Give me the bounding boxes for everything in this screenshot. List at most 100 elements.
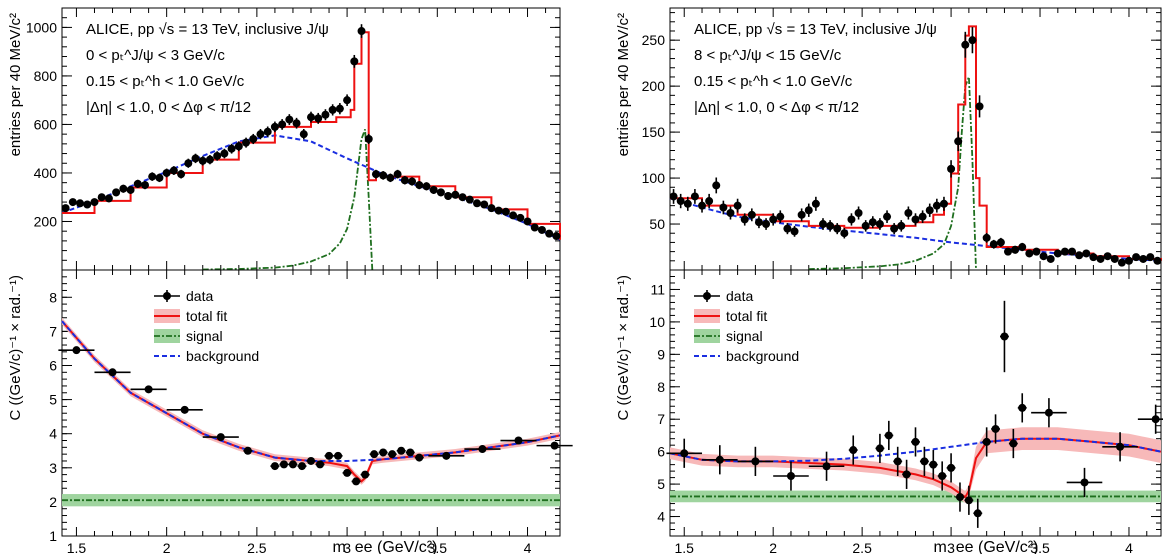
data-point-marker [918, 212, 927, 221]
data-point-marker [361, 470, 370, 479]
data-point [705, 193, 714, 209]
data-point [112, 188, 121, 197]
data-point [364, 133, 373, 145]
data-point-marker [263, 127, 272, 136]
data-point [737, 446, 774, 476]
y-axis-title: C ((GeV/c)⁻¹ × rad.⁻¹) [615, 275, 632, 420]
data-point-marker [712, 181, 721, 190]
data-point [989, 239, 998, 249]
data-point [1089, 253, 1098, 262]
data-point [1124, 256, 1133, 265]
data-point-marker [133, 179, 142, 188]
legend-label: signal [186, 328, 223, 344]
legend-entry: total fit [694, 308, 767, 324]
signal-curve [808, 76, 977, 271]
data-point [444, 192, 453, 201]
data-point [191, 153, 200, 164]
data-point [902, 459, 912, 489]
data-point [523, 217, 532, 226]
data-point [1046, 254, 1055, 263]
data-point [350, 54, 359, 68]
data-point [396, 446, 406, 455]
data-point-marker [415, 453, 424, 462]
data-point [666, 438, 703, 468]
legend-entry: signal [154, 328, 223, 344]
y-tick-label: 4 [49, 426, 57, 442]
data-point-marker [955, 493, 964, 502]
data-point-marker [818, 220, 827, 229]
y-axis-title: entries per 40 MeV/c² [615, 13, 632, 156]
annotation-line: ALICE, pp √s = 13 TeV, inclusive J/ψ [694, 21, 937, 38]
data-point [415, 181, 424, 190]
y-tick-label: 8 [657, 379, 665, 395]
annotation-line: ALICE, pp √s = 13 TeV, inclusive J/ψ [86, 21, 329, 38]
data-point [379, 171, 388, 180]
y-tick-label: 11 [650, 281, 665, 297]
data-point [712, 177, 721, 194]
data-point [141, 181, 149, 190]
data-point [130, 385, 167, 394]
data-point-marker [516, 213, 525, 222]
x-tick-label: 3 [343, 540, 351, 554]
annotation-line: 0.15 < pₜ^h < 1.0 GeV/c [694, 73, 853, 90]
data-point-marker [177, 170, 186, 179]
data-point-marker [270, 122, 279, 131]
data-point [783, 223, 792, 235]
data-point [545, 229, 554, 238]
panel-right-top: 50 100 150 200 250 entries per 40 MeV/c² ALICE… [615, 7, 1162, 271]
data-point-marker [288, 460, 297, 469]
data-point [747, 208, 756, 222]
x-tick-label: 2 [163, 540, 171, 554]
data-point [270, 121, 279, 133]
data-point [1060, 247, 1069, 256]
data-point [733, 198, 742, 213]
data-point [133, 179, 142, 188]
data-point-marker [1039, 252, 1048, 261]
data-point [991, 414, 1001, 444]
data-point [494, 206, 503, 215]
legend-entry: total fit [154, 308, 227, 324]
data-point-marker [72, 346, 81, 355]
data-point-marker [256, 130, 265, 139]
data-point [968, 27, 977, 54]
data-point [307, 111, 315, 123]
legend: data total fit signal background [154, 288, 259, 364]
data-point [162, 168, 171, 178]
data-point [773, 461, 809, 491]
x-tick-label: 2 [769, 540, 777, 554]
data-point [61, 204, 70, 213]
data-point [1011, 245, 1020, 254]
data-point [126, 185, 135, 194]
data-point [509, 211, 518, 220]
data-point [184, 158, 193, 168]
data-point-marker [550, 441, 559, 450]
data-point-marker [83, 200, 92, 209]
data-point-marker [415, 181, 424, 190]
data-point [256, 128, 265, 140]
data-point-marker [1116, 442, 1125, 451]
data-point-marker [234, 142, 243, 151]
data-point-marker [334, 451, 343, 460]
data-point-marker [97, 193, 106, 202]
data-point [1153, 256, 1162, 265]
annotation-line: 0 < pₜ^J/ψ < 3 GeV/c [86, 47, 225, 64]
data-point-marker [989, 240, 998, 249]
legend-entry: data [694, 288, 753, 304]
y-tick-label: 100 [642, 170, 666, 186]
x-tick-label: 2.5 [852, 540, 872, 554]
data-point [351, 477, 361, 486]
data-point [955, 482, 965, 512]
data-point-marker [335, 104, 344, 113]
data-point-marker [249, 135, 258, 143]
data-point-marker [1053, 249, 1062, 258]
data-point [249, 133, 258, 145]
y-tick-label: 250 [642, 32, 666, 48]
data-point [414, 453, 424, 462]
data-point [975, 95, 984, 118]
data-point [818, 218, 827, 230]
data-point [1137, 404, 1163, 434]
data-point [928, 450, 938, 480]
data-point [868, 216, 877, 229]
data-point-marker [776, 212, 785, 221]
data-point-marker [270, 462, 279, 471]
